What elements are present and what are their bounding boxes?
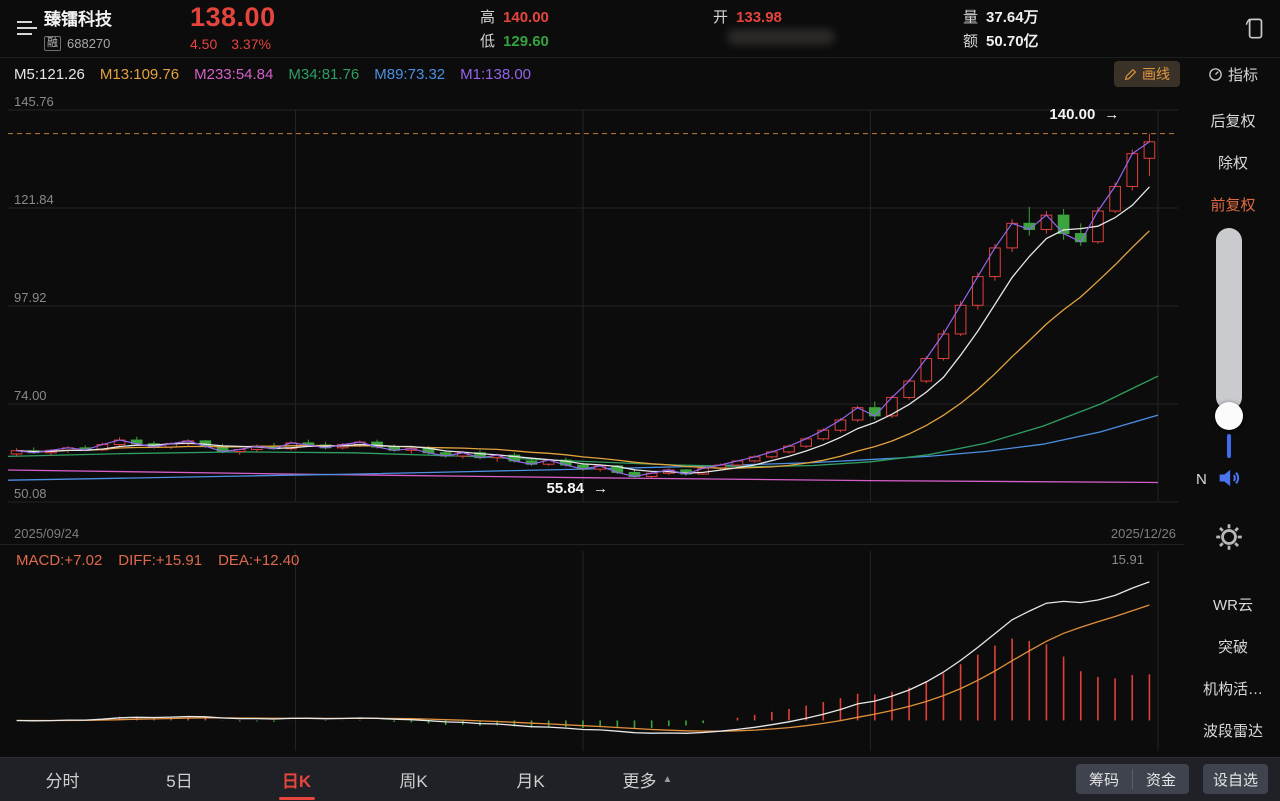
kline-canvas[interactable] xyxy=(0,94,1184,526)
volume-amount-block: 量 37.64万 额 50.70亿 xyxy=(963,6,1039,54)
macd-canvas[interactable] xyxy=(0,545,1184,757)
last-price: 138.00 xyxy=(190,2,276,33)
y-axis-label: 74.00 xyxy=(14,388,47,403)
chips-button[interactable]: 筹码 xyxy=(1076,764,1132,794)
macd-legend: MACD:+7.02 DIFF:+15.91 DEA:+12.40 xyxy=(16,552,299,569)
ma-legend-item: M1:138.00 xyxy=(460,66,531,83)
stock-code: 688270 xyxy=(67,36,110,51)
macd-panel[interactable]: MACD:+7.02 DIFF:+15.91 DEA:+12.40 15.91 xyxy=(0,544,1184,757)
high-price-annotation: 140.00 → xyxy=(1049,106,1119,123)
ma-legend-item: M34:81.76 xyxy=(288,66,359,83)
draw-line-label: 画线 xyxy=(1142,64,1170,84)
watermark xyxy=(727,29,835,45)
volume-label: 量 xyxy=(963,9,978,26)
draw-line-button[interactable]: 画线 xyxy=(1114,61,1180,87)
volume-slider xyxy=(1210,226,1248,566)
y-axis-label: 121.84 xyxy=(14,192,54,207)
price-change: 4.50 xyxy=(190,36,217,52)
x-axis-dates: 2025/09/24 2025/12/26 xyxy=(0,526,1184,544)
high-low-block: 高 140.00 低 129.60 xyxy=(480,6,549,54)
high-annotation-text: 140.00 xyxy=(1049,106,1095,123)
tab-more[interactable]: 更多 ▲ xyxy=(589,758,706,801)
add-watchlist-button[interactable]: 设自选 xyxy=(1203,764,1268,794)
tab-monthly-k[interactable]: 月K xyxy=(472,758,589,801)
right-sidebar: 后复权 除权 前复权 N WR云 突破 机构活… 波段雷达 xyxy=(1186,57,1280,757)
open-value: 133.98 xyxy=(736,9,782,26)
rotate-screen-icon[interactable] xyxy=(1242,14,1268,42)
sidebar-item-band-radar[interactable]: 波段雷达 xyxy=(1186,720,1280,741)
bottom-tab-bar: 分时 5日 日K 周K 月K 更多 ▲ 筹码 资金 设自选 xyxy=(0,757,1280,801)
sidebar-item-institution[interactable]: 机构活… xyxy=(1186,678,1280,699)
caret-up-icon: ▲ xyxy=(663,774,673,785)
macd-axis-max-label: 15.91 xyxy=(1111,552,1144,567)
diff-value-label: DIFF:+15.91 xyxy=(118,552,202,569)
right-arrow-icon: → xyxy=(593,480,608,497)
speaker-icon[interactable] xyxy=(1215,464,1243,492)
volume-slider-track[interactable] xyxy=(1216,228,1242,410)
settings-gear-icon[interactable] xyxy=(1214,522,1244,552)
pencil-icon xyxy=(1124,68,1137,81)
dea-value-label: DEA:+12.40 xyxy=(218,552,299,569)
tab-intraday[interactable]: 分时 xyxy=(4,758,121,801)
open-label: 开 xyxy=(713,9,728,26)
sidebar-item-backward-adjusted[interactable]: 后复权 xyxy=(1186,110,1280,131)
volume-slider-thumb[interactable] xyxy=(1215,402,1243,430)
y-axis-label: 97.92 xyxy=(14,290,47,305)
high-value: 140.00 xyxy=(503,9,549,26)
chips-funds-group: 筹码 资金 xyxy=(1076,764,1189,794)
period-tabs: 分时 5日 日K 周K 月K 更多 ▲ xyxy=(4,758,706,801)
start-date-label: 2025/09/24 xyxy=(14,526,79,541)
menu-icon[interactable] xyxy=(14,16,40,40)
low-annotation-text: 55.84 xyxy=(546,480,584,497)
low-price-annotation: 55.84 → xyxy=(546,480,608,497)
ma-legend-item: M13:109.76 xyxy=(100,66,179,83)
macd-value-label: MACD:+7.02 xyxy=(16,552,102,569)
high-label: 高 xyxy=(480,9,495,26)
ma-legend-row: M5:121.26 M13:109.76 M233:54.84 M34:81.76 M8… xyxy=(0,58,1280,94)
sidebar-item-ex-rights[interactable]: 除权 xyxy=(1186,152,1280,173)
margin-badge: 融 xyxy=(44,36,61,51)
sidebar-item-breakout[interactable]: 突破 xyxy=(1186,636,1280,657)
stock-identity[interactable]: 臻镭科技 融 688270 xyxy=(44,5,112,51)
end-date-label: 2025/12/26 xyxy=(1111,526,1176,541)
volume-value: 37.64万 xyxy=(986,9,1039,26)
price-block: 138.00 4.50 3.37% xyxy=(190,2,276,52)
tab-weekly-k[interactable]: 周K xyxy=(355,758,472,801)
sidebar-item-forward-adjusted[interactable]: 前复权 xyxy=(1186,194,1280,215)
sidebar-item-wr-cloud[interactable]: WR云 xyxy=(1186,594,1280,615)
ma-legend: M5:121.26 M13:109.76 M233:54.84 M34:81.76 M8… xyxy=(14,66,531,83)
low-value: 129.60 xyxy=(503,33,549,50)
ma-legend-item: M233:54.84 xyxy=(194,66,273,83)
header: 臻镭科技 融 688270 138.00 4.50 3.37% 高 140.00 … xyxy=(0,0,1280,58)
ma-legend-item: M5:121.26 xyxy=(14,66,85,83)
stock-name: 臻镭科技 xyxy=(44,5,112,30)
low-label: 低 xyxy=(480,33,495,50)
sidebar-item-partial[interactable]: N xyxy=(1196,471,1207,488)
amount-value: 50.70亿 xyxy=(986,33,1039,50)
y-axis-label: 145.76 xyxy=(14,94,54,109)
main-kline-chart[interactable]: 140.00 → 55.84 → 145.76 121.84 97.92 74.00 5… xyxy=(0,94,1184,526)
tab-daily-k[interactable]: 日K xyxy=(238,758,355,801)
right-arrow-icon: → xyxy=(1104,106,1119,123)
ma-legend-item: M89:73.32 xyxy=(374,66,445,83)
funds-button[interactable]: 资金 xyxy=(1133,764,1189,794)
tab-5day[interactable]: 5日 xyxy=(121,758,238,801)
y-axis-label: 50.08 xyxy=(14,486,47,501)
price-change-pct: 3.37% xyxy=(231,36,271,52)
volume-slider-fill xyxy=(1227,434,1231,458)
open-block: 开 133.98 xyxy=(713,6,782,30)
amount-label: 额 xyxy=(963,33,978,50)
